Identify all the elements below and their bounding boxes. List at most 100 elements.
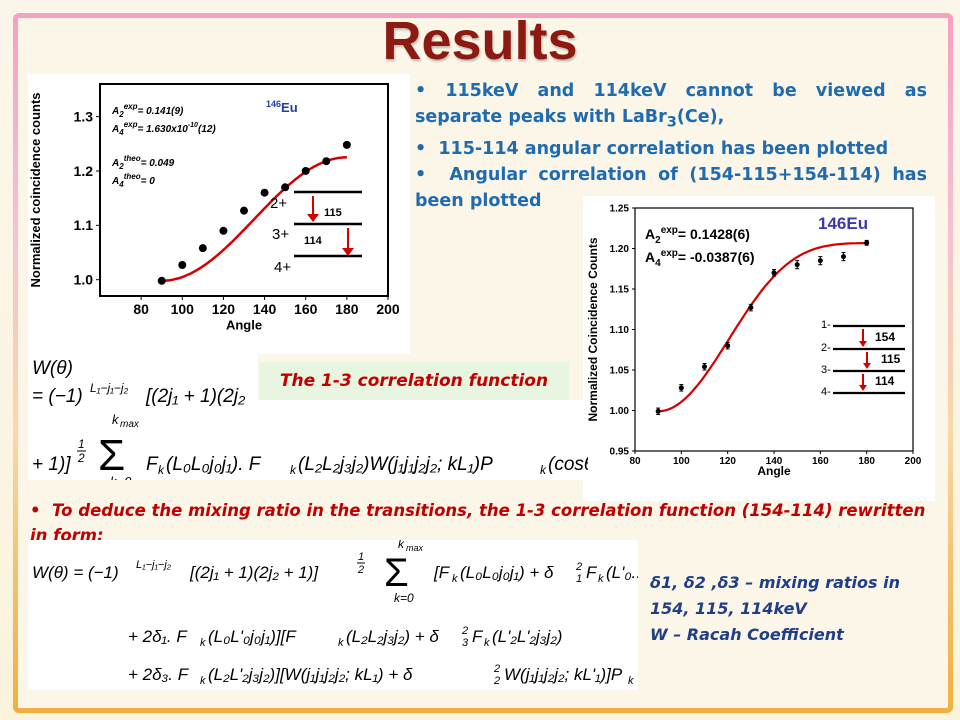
svg-text:(L₀L₀j₀j₁) + δ: (L₀L₀j₀j₁) + δ <box>460 563 554 582</box>
svg-text:(L₂L₂j₃j₂) + δ: (L₂L₂j₃j₂) + δ <box>346 627 439 646</box>
svg-text:Σ: Σ <box>384 551 409 595</box>
chart-115-114-svg: 80 100 120 140 160 180 200 1.0 1.1 1.2 1.3 Angle Nor… <box>28 83 400 332</box>
x-tick-label: 140 <box>766 456 783 467</box>
x-tick-label: 80 <box>629 456 641 467</box>
y-axis-label: Normalized coincidence counts <box>28 92 43 287</box>
svg-text:+ 1)]: + 1)] <box>32 454 71 475</box>
level-label-1minus: 1- <box>821 319 831 331</box>
y-tick-label: 1.20 <box>610 244 630 255</box>
svg-text:(L'₂L'₂j₃j₂): (L'₂L'₂j₃j₂) <box>492 627 562 646</box>
x-tick-label: 200 <box>376 301 400 317</box>
svg-text:1: 1 <box>576 573 582 585</box>
x-tick-label: 200 <box>905 456 922 467</box>
x-tick-label: 180 <box>858 456 875 467</box>
data-point <box>725 343 731 349</box>
level-label-3plus: 3+ <box>272 226 289 243</box>
y-tick-label: 1.1 <box>74 217 94 233</box>
x-tick-label: 160 <box>294 301 318 317</box>
plot-frame <box>99 83 389 297</box>
svg-text:3: 3 <box>462 637 469 649</box>
svg-text:k: k <box>200 675 206 687</box>
chart2-a4exp-label: A4exp= -0.0387(6) <box>645 248 755 269</box>
svg-text:(L₀L₀j₀j₁). F: (L₀L₀j₀j₁). F <box>166 454 262 475</box>
notes-line-1: δ1, δ2 ,δ3 – mixing ratios in <box>650 573 900 592</box>
level-label-3minus: 3- <box>821 364 831 376</box>
chart1-a4theo-label: A4theo= 0 <box>111 172 155 189</box>
svg-text:2: 2 <box>493 675 500 687</box>
data-point <box>260 188 269 197</box>
svg-text:Σ: Σ <box>98 431 125 480</box>
y-tick-label: 1.25 <box>610 204 630 215</box>
svg-text:k=0: k=0 <box>394 591 414 605</box>
svg-text:2: 2 <box>575 561 582 573</box>
slide-title: Results <box>382 11 578 71</box>
mixing-ratio-notes: δ1, δ2 ,δ3 – mixing ratios in 154, 115, … <box>650 570 940 648</box>
level-label-2plus: 2+ <box>270 195 287 212</box>
x-tick-label: 140 <box>253 301 277 317</box>
data-point <box>702 364 707 370</box>
arrow-head-icon <box>307 214 319 222</box>
fit-curve <box>658 242 867 413</box>
y-tick-label: 1.2 <box>74 163 94 179</box>
svg-text:k: k <box>598 573 604 585</box>
transition-label-114: 114 <box>875 374 895 388</box>
chart-154-115-114-svg: 80 100 120 140 160 180 200 0.95 1.00 1.05 1.10 1.15… <box>586 204 922 479</box>
x-tick-label: 120 <box>719 456 736 467</box>
data-point <box>817 258 823 264</box>
y-tick-label: 1.0 <box>74 272 94 288</box>
svg-text:k: k <box>540 463 547 477</box>
data-point <box>281 183 290 192</box>
svg-text:k: k <box>628 675 634 687</box>
data-point <box>342 140 351 149</box>
data-point <box>157 276 166 285</box>
x-tick-label: 100 <box>171 301 195 317</box>
svg-text:1: 1 <box>358 551 364 563</box>
data-point <box>240 206 248 215</box>
chart1-a2theo-label: A2theo= 0.049 <box>111 154 175 171</box>
x-tick-label: 80 <box>133 301 149 317</box>
svg-text:2: 2 <box>461 625 468 637</box>
svg-text:(L₀L'₀j₀j₁)][F: (L₀L'₀j₀j₁)][F <box>208 627 297 646</box>
notes-line-2: 154, 115, 114keV <box>650 599 807 618</box>
correlation-formula-1: W(θ) = (−1) L₁−j₁−j₂ [(2j₁ + 1)(2j₂ + 1)… <box>28 352 601 489</box>
svg-text:F: F <box>146 454 159 475</box>
data-point <box>655 408 661 414</box>
svg-text:L₁−j₁−j₂: L₁−j₁−j₂ <box>136 559 172 571</box>
transition-label-115: 115 <box>324 207 342 219</box>
correlation-label: The 1-3 correlation function <box>259 362 569 400</box>
x-tick-label: 100 <box>673 456 690 467</box>
y-tick-label: 1.10 <box>610 325 630 336</box>
svg-text:k=0: k=0 <box>110 474 132 480</box>
y-tick-label: 1.15 <box>610 285 630 296</box>
arrow-head-icon <box>859 341 867 347</box>
svg-text:max: max <box>120 419 140 430</box>
svg-text:[(2j₁ + 1)(2j₂ + 1)]: [(2j₁ + 1)(2j₂ + 1)] <box>189 563 319 582</box>
svg-text:(L₂L₂j₃j₂)W(j₁j₁j₂j₂; kL₁)P: (L₂L₂j₃j₂)W(j₁j₁j₂j₂; kL₁)P <box>298 454 493 475</box>
y-tick-label: 0.95 <box>610 447 630 458</box>
transition-label-154: 154 <box>875 330 895 344</box>
svg-text:2: 2 <box>77 451 85 465</box>
bullet-item: • 115-114 angular correlation has been p… <box>415 138 889 159</box>
y-axis-label: Normalized Coincidence Counts <box>586 237 600 421</box>
chart1-a4exp-label: A4exp= 1.630x10-10(12) <box>111 120 216 137</box>
svg-text:W(θ): W(θ) <box>32 358 73 379</box>
data-point <box>219 226 228 235</box>
arrow-head-icon <box>863 363 871 369</box>
chart2-annotations: A2exp= 0.1428(6) A4exp= -0.0387(6) 146Eu <box>645 214 868 269</box>
chart-115-114: 80 100 120 140 160 180 200 1.0 1.1 1.2 1.3 Angle Nor… <box>28 74 410 354</box>
data-point <box>864 240 870 246</box>
x-tick-label: 180 <box>335 301 359 317</box>
svg-text:k: k <box>338 637 344 649</box>
y-tick-label: 1.00 <box>610 406 630 417</box>
svg-text:[(2j₁ + 1)(2j₂: [(2j₁ + 1)(2j₂ <box>145 386 246 407</box>
data-point <box>198 244 207 253</box>
data-point <box>301 166 310 175</box>
y-tick-label: 1.3 <box>74 109 94 125</box>
x-axis-label: Angle <box>757 464 791 478</box>
transition-label-115: 115 <box>881 352 901 366</box>
chart-154-115-114: 80 100 120 140 160 180 200 0.95 1.00 1.05 1.10 1.15… <box>583 196 935 501</box>
svg-text:k: k <box>200 637 206 649</box>
svg-text:+ 2δ₃. F: + 2δ₃. F <box>128 665 190 684</box>
svg-text:W(j₁j₁j₂j₂; kL'₁)]P: W(j₁j₁j₂j₂; kL'₁)]P <box>504 665 623 684</box>
